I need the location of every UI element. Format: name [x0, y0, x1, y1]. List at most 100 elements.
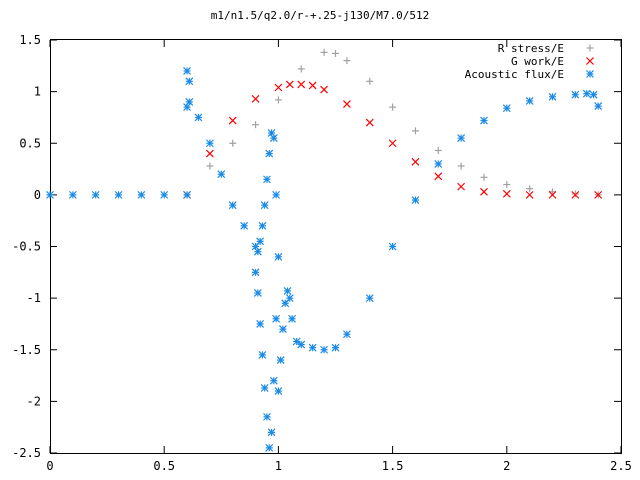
- data-point: [265, 443, 274, 452]
- data-point: [388, 242, 397, 251]
- data-point: [342, 100, 351, 108]
- data-point: [343, 57, 351, 65]
- data-point: [253, 289, 262, 297]
- data-point: [274, 83, 283, 92]
- data-point: [229, 139, 237, 147]
- y-tick-label: 1: [34, 85, 41, 99]
- data-point: [548, 92, 557, 101]
- data-point: [185, 77, 194, 86]
- data-point: [276, 356, 285, 364]
- data-point: [263, 412, 271, 421]
- data-point: [183, 190, 191, 199]
- data-point: [548, 190, 557, 199]
- data-point: [526, 185, 534, 193]
- series-cross: [183, 80, 603, 199]
- data-point: [320, 345, 329, 354]
- data-point: [502, 104, 511, 113]
- data-point: [137, 190, 146, 199]
- data-point: [228, 116, 237, 125]
- data-point: [274, 387, 283, 395]
- data-point: [258, 221, 267, 230]
- data-point: [589, 90, 598, 99]
- data-point: [411, 157, 420, 166]
- axes: 0 0.5 1 1.5 2 2.5 1.5 1 0.5 0 -0.5 -1 -1.5 -2 -2.5: [12, 33, 632, 473]
- data-point: [160, 190, 169, 199]
- data-point: [265, 149, 274, 158]
- x-tick-label: 2: [503, 459, 510, 473]
- data-point: [320, 85, 329, 94]
- data-point: [434, 172, 443, 181]
- data-point: [272, 314, 281, 323]
- data-point: [253, 247, 262, 256]
- data-point: [571, 90, 580, 99]
- data-point: [258, 350, 267, 359]
- data-point: [308, 81, 317, 90]
- data-point: [503, 181, 511, 189]
- legend-marker: [586, 44, 594, 52]
- data-point: [205, 149, 214, 158]
- data-point: [571, 190, 580, 199]
- data-point: [251, 268, 260, 277]
- y-tick-label: -2: [27, 394, 41, 408]
- data-point: [297, 340, 306, 349]
- data-point: [457, 134, 466, 143]
- data-point: [525, 190, 534, 199]
- data-point: [260, 201, 269, 210]
- chart-title: m1/n1.5/q2.0/r-+.25-j130/M7.0/512: [211, 9, 430, 22]
- data-point: [217, 170, 226, 179]
- x-tick-label: 1.5: [382, 459, 404, 473]
- data-point: [480, 116, 488, 125]
- data-point: [434, 159, 443, 168]
- data-point: [411, 127, 419, 135]
- data-point: [205, 139, 214, 148]
- data-point: [582, 89, 591, 98]
- data-point: [269, 376, 278, 385]
- data-point: [269, 134, 278, 143]
- data-point: [251, 94, 260, 103]
- data-point: [256, 237, 265, 246]
- data-point: [183, 103, 191, 112]
- data-point: [194, 113, 203, 122]
- data-point: [260, 384, 269, 392]
- data-point: [68, 190, 77, 199]
- y-tick-label: -0.5: [12, 240, 41, 254]
- data-point: [594, 102, 603, 111]
- data-point: [366, 77, 374, 85]
- x-tick-label: 2.5: [610, 459, 632, 473]
- data-point: [285, 294, 294, 303]
- data-point: [480, 187, 488, 196]
- data-point: [279, 325, 287, 334]
- data-point: [457, 162, 465, 170]
- data-point: [91, 190, 100, 199]
- data-point: [594, 190, 603, 199]
- data-point: [256, 320, 265, 328]
- y-tick-label: -2.5: [12, 446, 41, 460]
- data-point: [411, 196, 420, 204]
- x-tick-label: 0: [46, 459, 53, 473]
- data-point: [502, 189, 511, 198]
- plot-frame: [50, 39, 622, 454]
- y-tick-label: -1: [27, 291, 41, 305]
- data-point: [206, 162, 214, 170]
- series-layer: [46, 48, 603, 452]
- series-star: [46, 67, 603, 452]
- data-point: [342, 330, 351, 339]
- data-point: [263, 175, 271, 184]
- data-point: [297, 80, 306, 89]
- data-point: [114, 190, 123, 199]
- data-point: [434, 146, 442, 154]
- data-point: [389, 103, 397, 111]
- data-point: [571, 190, 579, 198]
- legend-label: Acoustic flux/E: [465, 68, 564, 81]
- data-point: [272, 190, 281, 199]
- data-point: [274, 96, 282, 104]
- data-point: [285, 80, 294, 89]
- data-point: [46, 190, 54, 199]
- y-tick-label: -1.5: [12, 343, 41, 357]
- y-tick-label: 1.5: [19, 33, 41, 47]
- data-point: [365, 294, 374, 303]
- x-tick-label: 1: [275, 459, 282, 473]
- data-point: [274, 252, 283, 261]
- data-point: [308, 343, 317, 352]
